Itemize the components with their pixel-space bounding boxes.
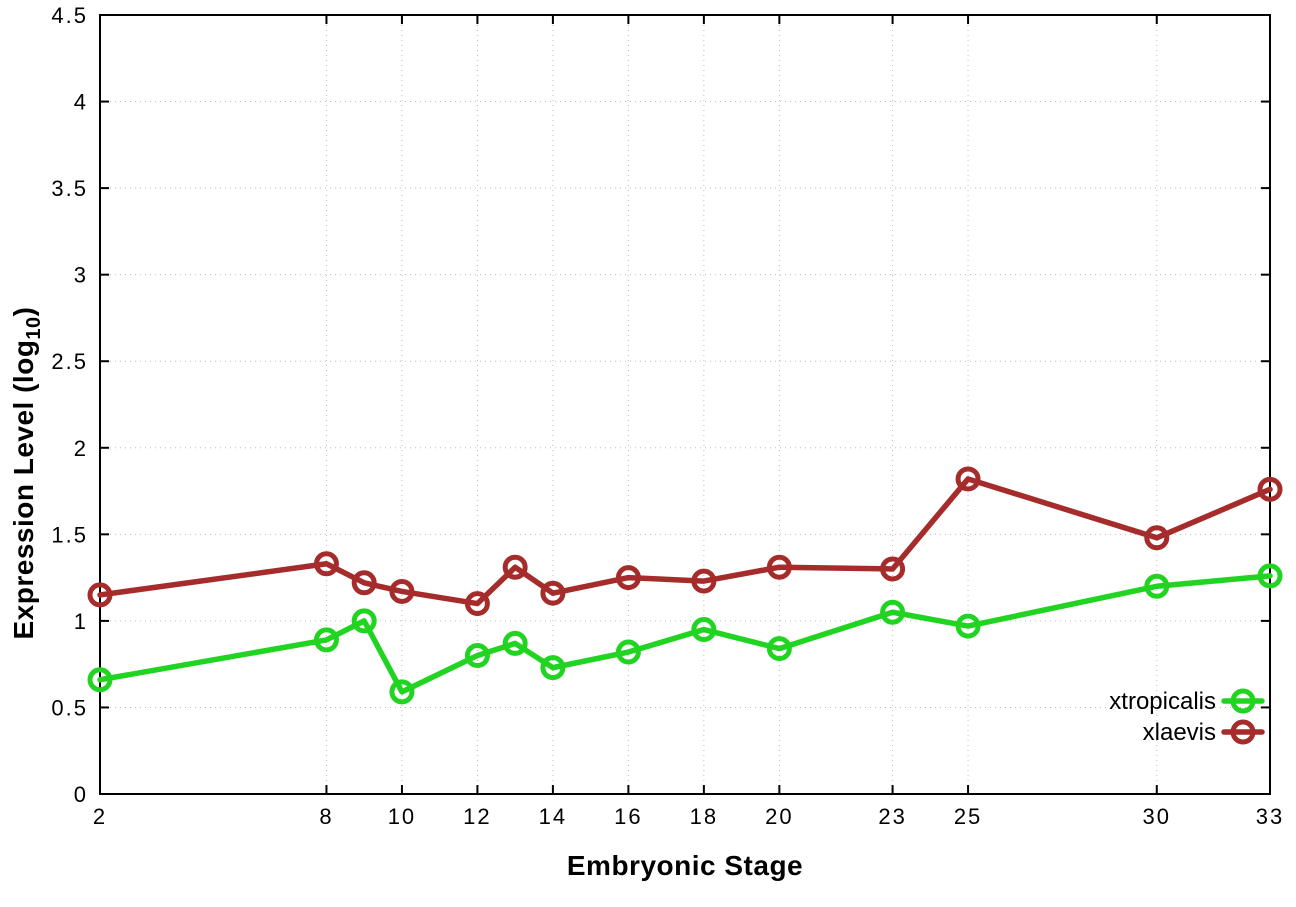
data-point-xlaevis — [955, 466, 981, 492]
legend-label-xlaevis: xlaevis — [1143, 719, 1216, 746]
data-point-xtropicalis — [502, 630, 528, 656]
legend-marker-xtropicalis — [1230, 688, 1256, 714]
series-line-xtropicalis — [97, 573, 1273, 695]
data-point-xlaevis — [1144, 525, 1170, 551]
data-point-xtropicalis — [464, 643, 490, 669]
data-point-xtropicalis — [955, 613, 981, 639]
data-point-xtropicalis — [1144, 573, 1170, 599]
data-point-xtropicalis — [691, 617, 717, 643]
y-tick-label: 1.5 — [51, 522, 88, 547]
plot-border — [99, 14, 1271, 795]
data-point-xtropicalis — [351, 608, 377, 634]
data-point-xtropicalis — [389, 679, 415, 705]
data-point-xlaevis — [464, 591, 490, 617]
data-point-xtropicalis — [880, 599, 906, 625]
data-point-xlaevis — [540, 580, 566, 606]
data-point-xlaevis — [87, 582, 113, 608]
legend-label-xtropicalis: xtropicalis — [1109, 688, 1216, 715]
y-axis-title-text: Expression Level (log — [8, 339, 40, 640]
data-point-xtropicalis — [766, 636, 792, 662]
x-tick-label: 8 — [319, 804, 333, 829]
x-tick-label: 30 — [1143, 804, 1171, 829]
x-axis-title: Embryonic Stage — [566, 850, 804, 881]
x-tick-label: 23 — [878, 804, 906, 829]
legend-marker-xlaevis — [1230, 719, 1256, 745]
y-tick-label: 4.5 — [51, 3, 88, 28]
data-point-xlaevis — [766, 554, 792, 580]
y-tick-label: 0 — [74, 782, 88, 807]
y-tick-label: 3 — [74, 263, 88, 288]
x-tick-label: 25 — [954, 804, 982, 829]
data-point-xtropicalis — [615, 639, 641, 665]
data-point-xlaevis — [615, 565, 641, 591]
y-tick-label: 1 — [74, 609, 88, 634]
data-point-xtropicalis — [313, 627, 339, 653]
x-tick-label: 10 — [388, 804, 416, 829]
data-point-xlaevis — [502, 554, 528, 580]
x-tick-label: 20 — [765, 804, 793, 829]
data-point-xlaevis — [351, 570, 377, 596]
y-tick-label: 0.5 — [51, 695, 88, 720]
data-point-xlaevis — [880, 556, 906, 582]
y-tick-label: 3.5 — [51, 176, 88, 201]
x-tick-label: 16 — [614, 804, 642, 829]
y-axis-title-subscript: 10 — [22, 316, 45, 340]
y-axis-title: Expression Level (log10) — [8, 307, 46, 640]
data-point-xlaevis — [691, 568, 717, 594]
x-tick-label: 14 — [539, 804, 567, 829]
y-tick-label: 2.5 — [51, 349, 88, 374]
data-point-xtropicalis — [1257, 563, 1283, 589]
data-point-xtropicalis — [87, 667, 113, 693]
data-point-xlaevis — [1257, 476, 1283, 502]
y-tick-label: 2 — [74, 436, 88, 461]
x-tick-label: 33 — [1256, 804, 1284, 829]
y-tick-label: 4 — [74, 90, 88, 115]
data-point-xlaevis — [389, 578, 415, 604]
data-point-xlaevis — [313, 551, 339, 577]
data-point-xtropicalis — [540, 655, 566, 681]
y-axis-title-close: ) — [8, 306, 40, 317]
x-tick-label: 2 — [93, 804, 107, 829]
x-tick-label: 12 — [463, 804, 491, 829]
x-tick-label: 18 — [690, 804, 718, 829]
series-line-xlaevis — [97, 476, 1273, 607]
